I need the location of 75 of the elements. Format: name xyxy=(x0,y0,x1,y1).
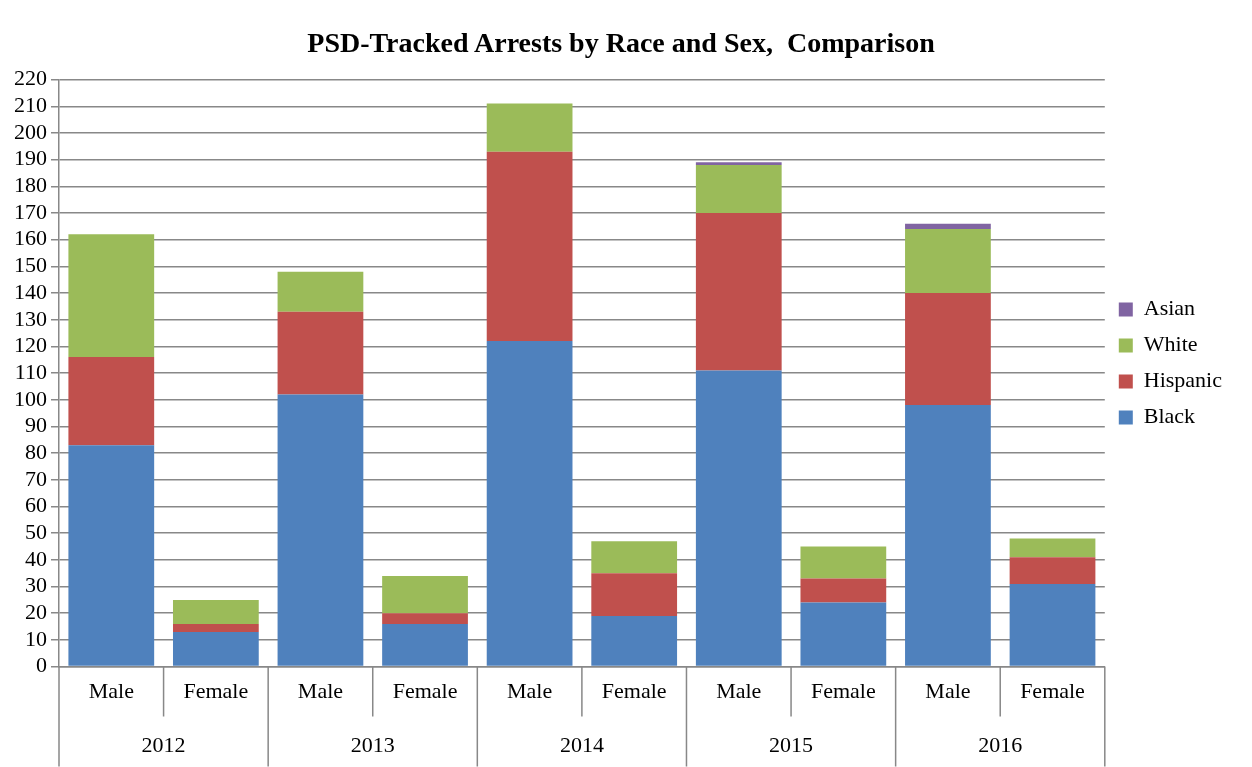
y-tick-label: 50 xyxy=(25,518,47,544)
bar xyxy=(695,164,782,214)
legend-label: Hispanic xyxy=(1143,367,1223,393)
bar xyxy=(486,103,573,152)
y-tick-label: 140 xyxy=(14,278,47,304)
text: 2013 xyxy=(350,732,395,758)
bar xyxy=(905,405,991,666)
x-tick-label: Female xyxy=(810,677,876,703)
bar xyxy=(905,293,991,406)
bar xyxy=(800,578,887,603)
y-tick-label: 100 xyxy=(14,385,47,411)
bar xyxy=(800,602,887,666)
y-tick-label: 190 xyxy=(14,145,47,171)
bar xyxy=(68,234,155,358)
bar xyxy=(382,575,468,614)
legend-label: White xyxy=(1143,331,1198,357)
y-tick-label: 220 xyxy=(14,65,47,91)
bar xyxy=(382,613,468,624)
y-tick-label: 170 xyxy=(14,198,47,224)
bar xyxy=(1009,557,1096,584)
x-tick-label: Male xyxy=(925,677,971,703)
x-tick-label: Female xyxy=(183,677,249,703)
y-tick-label: 20 xyxy=(25,599,47,625)
bar xyxy=(695,213,782,371)
bar xyxy=(68,445,155,666)
bar xyxy=(591,573,678,616)
x-tick-label: Male xyxy=(507,677,553,703)
bar xyxy=(905,229,991,294)
bar xyxy=(591,541,678,574)
y-tick-label: 150 xyxy=(14,252,47,278)
text: 2016 xyxy=(978,732,1023,758)
x-tick-label: Male xyxy=(297,677,344,703)
bar xyxy=(486,341,573,666)
chart-title: PSD-Tracked Arrests by Race and Sex, Comparison xyxy=(307,27,936,59)
y-tick-label: 160 xyxy=(14,225,47,251)
x-tick-label: Female xyxy=(601,677,667,703)
y-tick-label: 90 xyxy=(25,412,47,438)
y-tick-label: 120 xyxy=(14,332,47,358)
bar xyxy=(277,311,364,395)
x-tick-label: Female xyxy=(392,677,458,703)
bar xyxy=(486,151,573,342)
y-tick-label: 0 xyxy=(36,652,47,678)
y-tick-label: 210 xyxy=(14,92,47,118)
bar xyxy=(172,623,259,632)
bar xyxy=(382,623,468,666)
y-tick-label: 130 xyxy=(14,305,47,331)
bar xyxy=(591,615,678,666)
y-tick-label: 10 xyxy=(25,625,47,651)
y-tick-label: 70 xyxy=(25,465,47,491)
x-tick-label: Male xyxy=(716,677,762,703)
y-tick-label: 80 xyxy=(25,438,47,464)
bar xyxy=(172,599,259,624)
bar xyxy=(695,162,782,165)
bar xyxy=(68,357,155,446)
y-tick-label: 180 xyxy=(14,172,47,198)
legend-label: Asian xyxy=(1143,295,1196,321)
bar xyxy=(695,370,782,666)
y-tick-label: 30 xyxy=(25,572,47,598)
legend-label: Black xyxy=(1143,403,1196,429)
bar xyxy=(277,271,364,312)
x-tick-label: Male xyxy=(88,677,134,703)
y-tick-label: 40 xyxy=(25,545,47,571)
x-tick-label: Female xyxy=(1020,677,1085,703)
text: 2014 xyxy=(559,732,604,758)
bar xyxy=(277,394,364,666)
bar xyxy=(905,223,991,230)
text: 2012 xyxy=(141,732,186,758)
bar xyxy=(1009,538,1096,558)
y-tick-label: 200 xyxy=(14,118,47,144)
text: 2015 xyxy=(769,732,814,758)
y-tick-label: 110 xyxy=(14,358,47,384)
bar xyxy=(1009,583,1096,666)
bar xyxy=(800,546,887,579)
y-tick-label: 60 xyxy=(25,492,47,518)
bar xyxy=(172,631,259,666)
